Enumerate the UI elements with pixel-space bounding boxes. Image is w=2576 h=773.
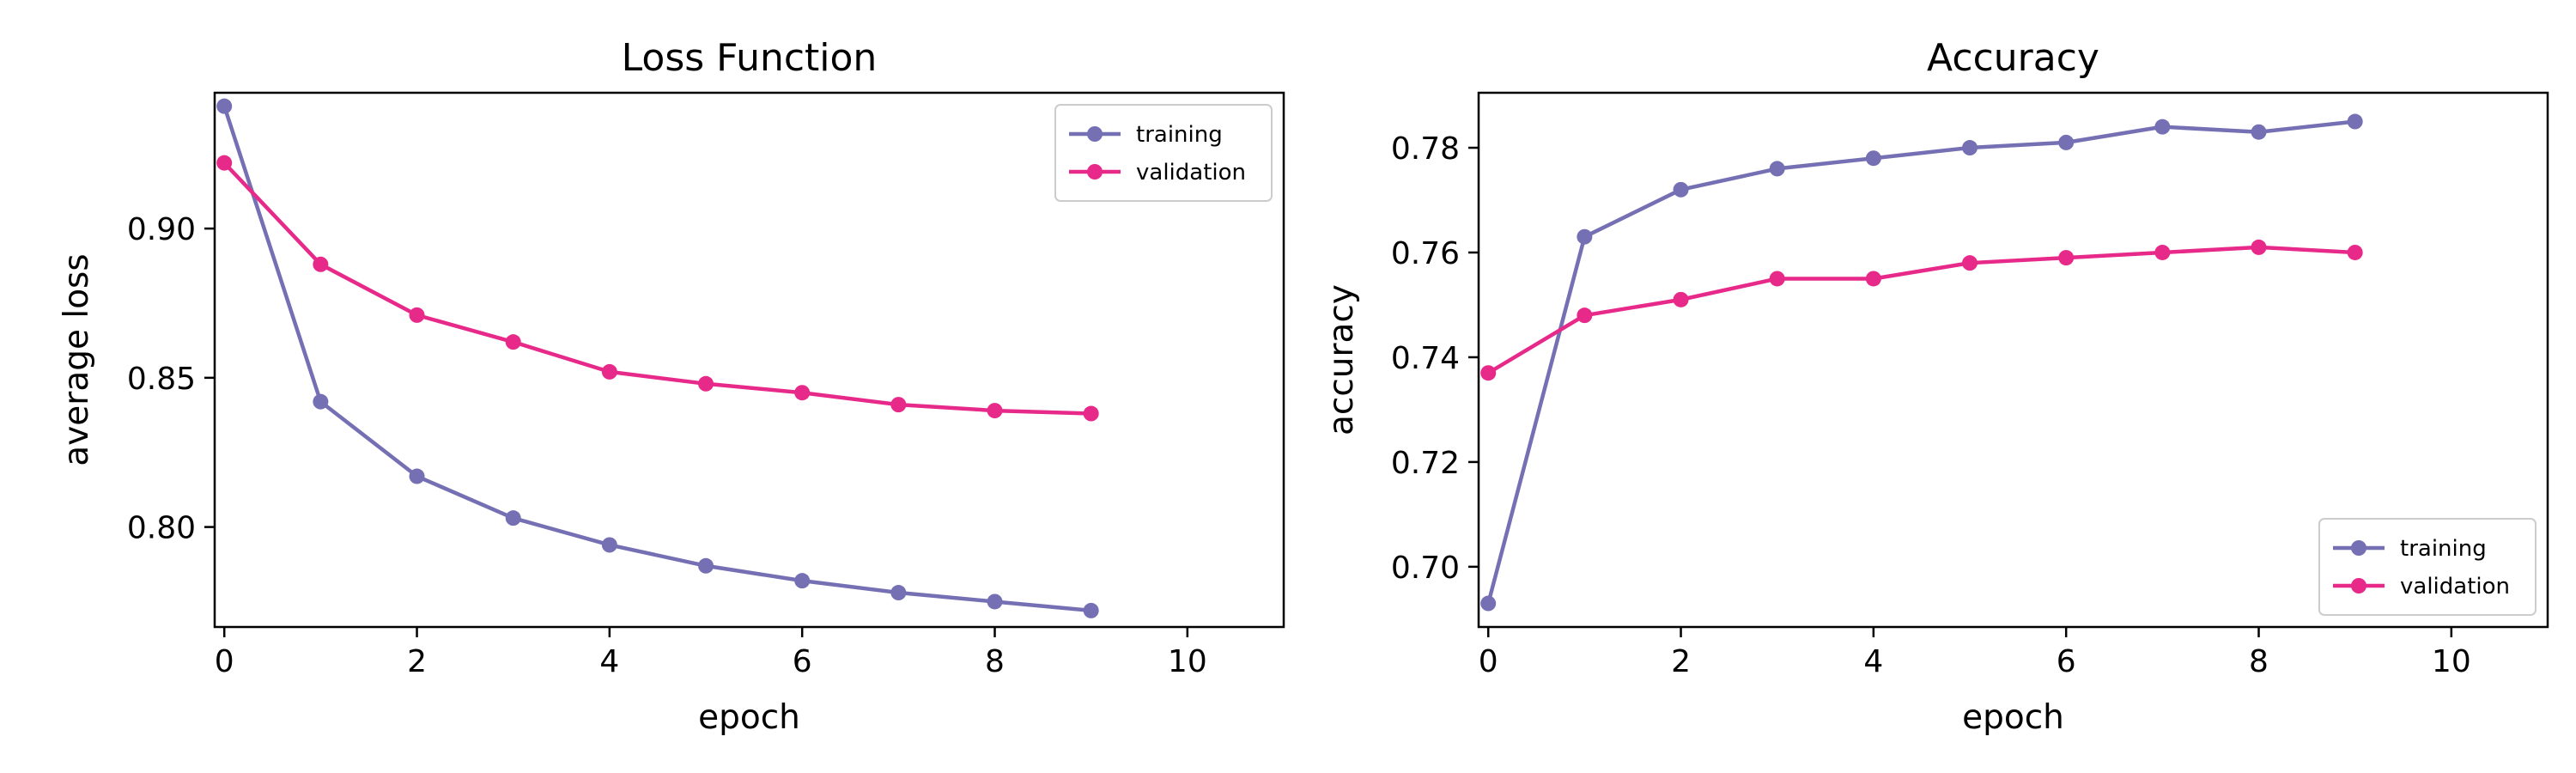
series-validation bbox=[216, 155, 1099, 422]
data-point bbox=[601, 537, 617, 553]
legend-label: training bbox=[2400, 536, 2487, 562]
data-point bbox=[505, 334, 521, 350]
series-training bbox=[1480, 113, 2363, 612]
data-point bbox=[1083, 405, 1099, 422]
data-point bbox=[1769, 161, 1785, 177]
x-axis-label: epoch bbox=[1962, 698, 2064, 737]
data-point bbox=[2251, 124, 2267, 140]
data-point bbox=[1865, 271, 1881, 287]
data-point bbox=[2347, 244, 2363, 260]
legend-label: validation bbox=[2400, 574, 2510, 600]
data-point bbox=[2154, 244, 2171, 260]
x-tick-label: 8 bbox=[985, 644, 1005, 679]
legend: training validation bbox=[2318, 518, 2537, 616]
x-tick-label: 4 bbox=[1863, 644, 1883, 679]
data-point bbox=[1480, 365, 1497, 381]
x-tick-label: 0 bbox=[1479, 644, 1498, 679]
legend: training validation bbox=[1054, 104, 1273, 202]
data-point bbox=[1577, 307, 1593, 324]
y-tick-label: 0.85 bbox=[127, 362, 196, 397]
y-tick-label: 0.76 bbox=[1391, 236, 1460, 271]
data-point bbox=[794, 385, 811, 401]
legend-label: training bbox=[1136, 122, 1223, 148]
y-tick-label: 0.72 bbox=[1391, 446, 1460, 481]
legend-marker bbox=[1087, 164, 1103, 180]
x-tick-label: 10 bbox=[2432, 644, 2471, 679]
data-point bbox=[2058, 134, 2075, 150]
data-point bbox=[1083, 602, 1099, 618]
series-validation bbox=[1480, 239, 2363, 381]
data-point bbox=[2347, 113, 2363, 130]
data-point bbox=[2058, 250, 2075, 266]
y-tick-label: 0.90 bbox=[127, 212, 196, 247]
data-point bbox=[1865, 150, 1881, 167]
data-point bbox=[890, 397, 907, 413]
chart-panel-2: Accuracy 0 2 4 6 8 10 0.70 0.72 0.74 0.76 0.78 epoch… bbox=[1322, 36, 2549, 737]
data-point bbox=[1962, 140, 1978, 156]
data-point bbox=[216, 98, 233, 114]
data-point bbox=[987, 403, 1003, 419]
y-tick-label: 0.70 bbox=[1391, 551, 1460, 586]
x-tick-label: 8 bbox=[2249, 644, 2269, 679]
x-tick-label: 4 bbox=[599, 644, 619, 679]
legend-box bbox=[2318, 518, 2537, 616]
series-line bbox=[1486, 119, 2355, 605]
data-point bbox=[890, 585, 907, 601]
data-point bbox=[1673, 181, 1689, 198]
data-point bbox=[1769, 271, 1785, 287]
x-axis-label: epoch bbox=[698, 698, 800, 737]
plot-frame bbox=[1477, 91, 2549, 629]
x-tick-label: 6 bbox=[793, 644, 812, 679]
series-line bbox=[1487, 245, 2355, 375]
data-point bbox=[2154, 119, 2171, 135]
data-point bbox=[794, 573, 811, 589]
y-tick-label: 0.74 bbox=[1391, 341, 1460, 376]
chart-title: Loss Function bbox=[622, 36, 878, 80]
data-point bbox=[601, 363, 617, 380]
data-point bbox=[409, 468, 425, 484]
y-tick-label: 0.80 bbox=[127, 511, 196, 546]
x-tick-label: 10 bbox=[1168, 644, 1207, 679]
x-tick-label: 0 bbox=[215, 644, 234, 679]
x-tick-label: 2 bbox=[407, 644, 427, 679]
plot-frame bbox=[213, 91, 1285, 629]
data-point bbox=[313, 393, 329, 410]
data-point bbox=[698, 375, 714, 392]
data-point bbox=[1962, 255, 1978, 271]
legend-box bbox=[1054, 104, 1273, 202]
series-line bbox=[222, 161, 1091, 416]
data-point bbox=[1673, 291, 1689, 307]
data-point bbox=[1577, 228, 1593, 245]
x-tick-label: 6 bbox=[2057, 644, 2076, 679]
data-point bbox=[216, 155, 233, 171]
chart-panel-1: Loss Function 0 2 4 6 8 10 0.80 0.85 0.90 epoch ave… bbox=[58, 36, 1285, 737]
legend-label: validation bbox=[1136, 160, 1246, 186]
legend-marker bbox=[2351, 540, 2366, 556]
series-training bbox=[216, 98, 1099, 618]
data-point bbox=[505, 510, 521, 526]
data-point bbox=[1480, 595, 1497, 612]
data-point bbox=[987, 593, 1003, 610]
y-tick-label: 0.78 bbox=[1391, 131, 1460, 167]
legend-marker bbox=[1087, 126, 1103, 142]
y-axis-label: average loss bbox=[58, 253, 96, 466]
series-line bbox=[222, 105, 1091, 613]
y-axis-label: accuracy bbox=[1322, 284, 1361, 435]
data-point bbox=[698, 557, 714, 574]
data-point bbox=[2251, 239, 2267, 255]
chart-title: Accuracy bbox=[1927, 36, 2099, 80]
x-tick-label: 2 bbox=[1671, 644, 1691, 679]
data-point bbox=[409, 307, 425, 323]
data-point bbox=[313, 256, 329, 272]
legend-marker bbox=[2351, 578, 2366, 593]
